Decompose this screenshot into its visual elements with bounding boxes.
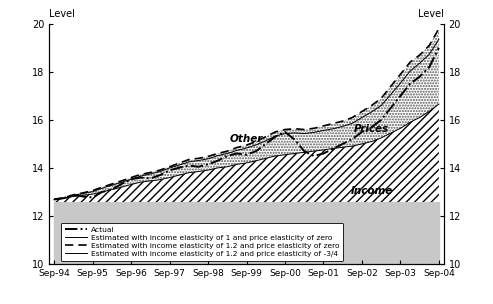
Text: Income: Income — [351, 186, 393, 196]
Legend: Actual, Estimated with income elasticity of 1 and price elasticity of zero, Esti: Actual, Estimated with income elasticity… — [61, 223, 343, 261]
Text: Other: Other — [230, 134, 263, 144]
Text: Prices: Prices — [354, 124, 389, 134]
Text: Level: Level — [49, 9, 75, 19]
Text: Level: Level — [418, 9, 444, 19]
